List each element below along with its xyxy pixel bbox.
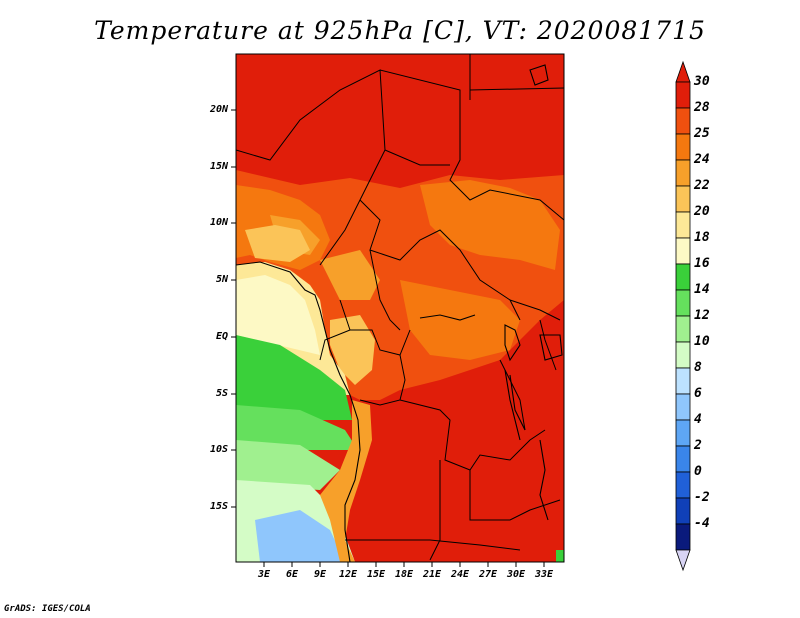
colorbar-swatch xyxy=(675,419,691,447)
colorbar-label: 25 xyxy=(694,126,710,141)
lon-label-33e: 33E xyxy=(534,569,554,580)
map-border xyxy=(235,53,565,563)
colorbar-swatch xyxy=(675,497,691,525)
lat-label-20n: 20N xyxy=(209,104,228,115)
colorbar-top-arrow xyxy=(675,60,691,83)
lat-label-10s: 10S xyxy=(209,444,228,455)
colorbar-swatch xyxy=(675,471,691,499)
colorbar-swatch xyxy=(675,315,691,343)
lon-label-12e: 12E xyxy=(338,569,358,580)
colorbar-label: 30 xyxy=(694,74,710,89)
colorbar-label: 12 xyxy=(694,308,710,323)
colorbar-label: -2 xyxy=(694,490,710,505)
colorbar-label: 14 xyxy=(694,282,710,297)
colorbar-label: 8 xyxy=(694,360,702,375)
lat-label-15s: 15S xyxy=(209,501,228,512)
lon-label-27e: 27E xyxy=(478,569,498,580)
colorbar-swatch xyxy=(675,159,691,187)
lat-label-15n: 15N xyxy=(209,161,228,172)
colorbar-label: 28 xyxy=(694,100,710,115)
colorbar-label: 16 xyxy=(694,256,710,271)
colorbar-label: 6 xyxy=(694,386,702,401)
map-title: Temperature at 925hPa [C], VT: 202008171… xyxy=(94,16,706,45)
colorbar-label: 10 xyxy=(694,334,710,349)
lon-label-21e: 21E xyxy=(422,569,442,580)
lat-label-eq: EQ xyxy=(215,331,228,342)
lat-label-10n: 10N xyxy=(209,217,228,228)
lon-label-24e: 24E xyxy=(450,569,470,580)
colorbar-swatch xyxy=(675,237,691,265)
temperature-field xyxy=(236,54,564,562)
lon-label-30e: 30E xyxy=(506,569,526,580)
colorbar-swatch xyxy=(675,289,691,317)
colorbar-swatch xyxy=(675,367,691,395)
lat-label-5n: 5N xyxy=(215,274,228,285)
colorbar-label: 4 xyxy=(694,412,702,427)
colorbar-swatch xyxy=(675,523,691,551)
colorbar-label: 22 xyxy=(694,178,710,193)
lon-label-15e: 15E xyxy=(366,569,386,580)
lon-label-9e: 9E xyxy=(313,569,327,580)
colorbar-swatch xyxy=(675,185,691,213)
colorbar-swatch xyxy=(675,445,691,473)
lon-label-3e: 3E xyxy=(257,569,271,580)
colorbar-swatch xyxy=(675,107,691,135)
colorbar-label: 20 xyxy=(694,204,710,219)
credit-text: GrADS: IGES/COLA xyxy=(4,604,91,614)
colorbar-swatch xyxy=(675,263,691,291)
colorbar-swatch xyxy=(675,211,691,239)
colorbar-label: 0 xyxy=(694,464,702,479)
lon-label-6e: 6E xyxy=(285,569,299,580)
lon-label-18e: 18E xyxy=(394,569,414,580)
colorbar-swatch xyxy=(675,393,691,421)
colorbar-swatch xyxy=(675,341,691,369)
lat-label-5s: 5S xyxy=(215,388,228,399)
colorbar xyxy=(675,60,691,572)
colorbar-bottom-arrow xyxy=(675,549,691,572)
colorbar-label: 24 xyxy=(694,152,710,167)
colorbar-swatch xyxy=(675,81,691,109)
colorbar-label: 2 xyxy=(694,438,702,453)
colorbar-label: -4 xyxy=(694,516,710,531)
colorbar-label: 18 xyxy=(694,230,710,245)
colorbar-swatch xyxy=(675,133,691,161)
